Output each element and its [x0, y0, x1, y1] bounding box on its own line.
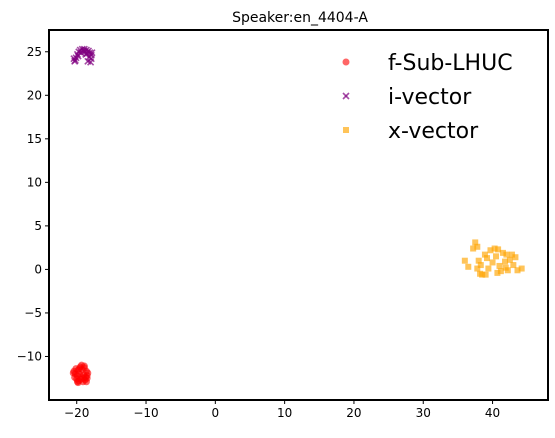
plot-area	[69, 45, 525, 387]
data-point	[518, 265, 525, 272]
x-tick-label: 40	[485, 406, 500, 420]
series-i-vector	[70, 45, 96, 66]
data-point	[508, 251, 515, 258]
data-point	[81, 48, 89, 56]
data-point	[502, 264, 509, 271]
y-tick-label: 20	[27, 88, 42, 102]
data-point	[75, 365, 83, 373]
legend-label: x-vector	[388, 119, 479, 144]
legend-marker-stroke-b	[342, 92, 350, 100]
data-point	[73, 378, 81, 386]
legend-entry: x-vector	[343, 119, 479, 144]
data-point	[470, 245, 477, 252]
data-point	[477, 270, 484, 277]
data-point	[493, 253, 500, 260]
data-point	[510, 262, 517, 269]
data-point	[514, 267, 521, 274]
series-f-sub-lhuc	[69, 361, 92, 387]
legend-entry: f-Sub-LHUC	[342, 51, 513, 76]
data-point	[88, 49, 96, 57]
data-point	[495, 246, 502, 253]
legend-entry: i-vector	[342, 85, 472, 110]
data-point	[472, 239, 479, 246]
data-point-stroke-b	[87, 55, 95, 63]
data-point	[82, 378, 90, 386]
x-tick-label: 20	[346, 406, 361, 420]
data-point	[474, 243, 481, 250]
data-point-stroke-b	[81, 48, 89, 56]
data-point	[481, 251, 488, 258]
legend-marker	[342, 58, 350, 66]
data-point-stroke-b	[82, 50, 90, 58]
series-x-vector	[461, 239, 525, 278]
y-tick-label: 10	[27, 175, 42, 189]
data-point	[497, 268, 504, 275]
x-tick-label: 10	[277, 406, 292, 420]
data-point	[461, 257, 468, 264]
data-point	[496, 262, 503, 269]
data-point	[491, 245, 498, 252]
y-tick-label: −5	[24, 306, 42, 320]
data-point-stroke-b	[70, 55, 78, 63]
x-tick-label: 30	[416, 406, 431, 420]
data-point	[465, 263, 472, 270]
data-point	[502, 258, 509, 265]
legend: f-Sub-LHUC i-vector x-vector	[342, 51, 513, 144]
data-point	[503, 251, 510, 258]
legend-marker	[342, 92, 350, 100]
legend-marker	[343, 127, 349, 133]
data-point	[489, 259, 496, 266]
plot-frame	[48, 29, 549, 401]
axes: −20 −10 0 10 20 30 40 −10 −5 0 5 10 15 20 25	[17, 29, 549, 420]
data-point	[87, 55, 95, 63]
data-point	[494, 269, 501, 276]
data-point	[475, 257, 482, 264]
data-point	[487, 247, 494, 254]
data-point-stroke-b	[88, 49, 96, 57]
y-tick-label: 5	[34, 219, 42, 233]
data-point	[484, 255, 491, 262]
data-point	[69, 369, 77, 377]
data-point	[482, 271, 489, 278]
data-point	[506, 256, 513, 263]
x-tick-label: −20	[64, 406, 89, 420]
legend-label: f-Sub-LHUC	[388, 51, 513, 76]
data-point	[499, 249, 506, 256]
data-point	[485, 265, 492, 272]
y-tick-label: 25	[27, 45, 42, 59]
data-point	[477, 262, 484, 269]
chart-title: Speaker:en_4404-A	[232, 10, 368, 26]
x-tick-label: −10	[133, 406, 158, 420]
data-point	[70, 55, 78, 63]
y-tick-label: −10	[17, 349, 42, 363]
x-tick-label: 0	[212, 406, 220, 420]
data-point	[474, 265, 481, 272]
y-tick-label: 0	[34, 262, 42, 276]
data-point	[512, 254, 519, 261]
legend-label: i-vector	[388, 85, 472, 110]
y-tick-label: 15	[27, 132, 42, 146]
